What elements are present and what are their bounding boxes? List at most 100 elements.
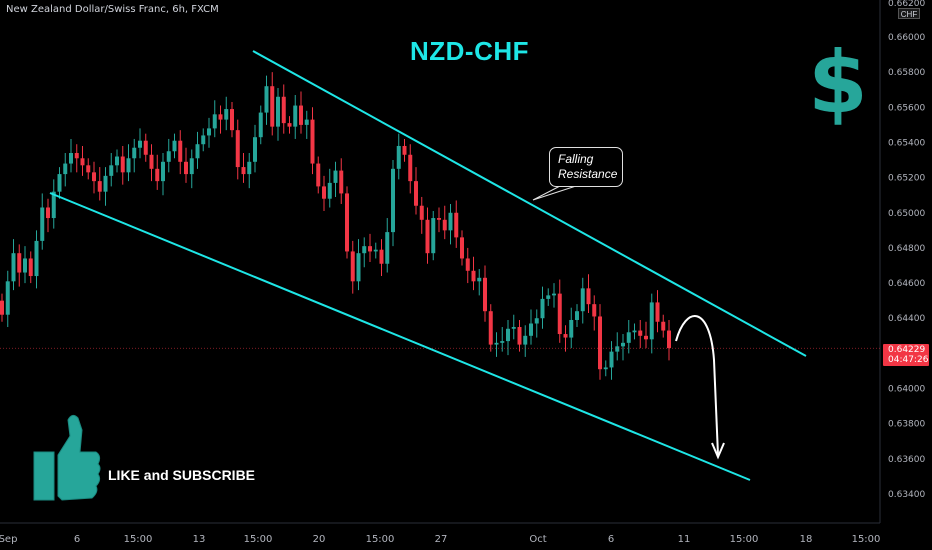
candle-body — [523, 335, 528, 345]
projection-arrowhead — [711, 442, 725, 460]
candle-body — [69, 153, 73, 164]
upper-channel-line — [252, 50, 807, 357]
candle-body — [103, 175, 108, 192]
candle-body — [385, 232, 390, 264]
candle-body — [92, 172, 96, 182]
candle-body — [109, 165, 114, 176]
candle-body — [212, 114, 217, 129]
candle-body — [621, 342, 625, 347]
candle-body — [304, 119, 309, 125]
candle-body — [626, 332, 631, 343]
currency-badge[interactable]: CHF — [898, 8, 920, 19]
x-tick-label: 13 — [193, 534, 206, 545]
candle-body — [494, 342, 499, 345]
candle-body — [649, 302, 654, 340]
candle-body — [195, 144, 200, 159]
candle-body — [356, 253, 361, 282]
candle-body — [534, 318, 539, 324]
candle-body — [667, 330, 671, 349]
callout-pointer — [532, 185, 577, 201]
candle-body — [379, 249, 384, 264]
y-tick-label: 0.64600 — [888, 279, 925, 289]
candle-body — [488, 311, 493, 345]
x-tick-label: 11 — [678, 534, 691, 545]
candle-body — [540, 298, 545, 319]
candle-body — [218, 114, 223, 120]
thumbs-up-icon — [33, 414, 101, 501]
candle-body — [339, 170, 344, 194]
y-tick-label: 0.65400 — [888, 138, 925, 148]
candle-body — [287, 123, 292, 127]
candle-body — [230, 109, 234, 131]
candle-body — [615, 346, 620, 352]
candle-body — [51, 191, 56, 219]
candle-body — [97, 181, 102, 192]
candle-body — [34, 240, 39, 277]
x-tick-label: 6 — [608, 534, 614, 545]
candle-body — [270, 86, 275, 127]
candle-body — [546, 295, 551, 299]
candle-body — [644, 335, 648, 340]
candle-body — [23, 258, 27, 273]
y-tick-label: 0.64400 — [888, 314, 925, 324]
candle-body — [454, 212, 459, 238]
candle-body — [201, 135, 206, 145]
candle-body — [299, 105, 303, 125]
candle-body — [483, 277, 487, 312]
candle-body — [661, 321, 666, 331]
candle-body — [575, 311, 579, 320]
x-tick-label: 15:00 — [366, 534, 395, 545]
candle-body — [172, 140, 177, 152]
candle-body — [63, 163, 68, 175]
candle-body — [592, 304, 597, 317]
y-tick-label-partial: 0.66200 — [888, 0, 925, 9]
candle-body — [431, 218, 436, 254]
x-tick-label: Oct — [529, 534, 546, 545]
candle-body — [373, 249, 378, 252]
callout-line-1: Falling — [558, 152, 594, 166]
candle-body — [609, 351, 614, 368]
candle-body — [155, 168, 160, 182]
candle-body — [414, 181, 418, 206]
candle-body — [419, 205, 424, 220]
candle-body — [465, 258, 470, 271]
candle-body — [74, 153, 79, 159]
x-tick-label: 6 — [74, 534, 80, 545]
x-tick-label: 18 — [800, 534, 813, 545]
candle-body — [442, 219, 447, 231]
candle-body — [276, 96, 280, 127]
candle-body — [115, 156, 119, 166]
y-tick-label: 0.65600 — [888, 103, 925, 113]
candle-body — [0, 300, 4, 315]
candle-body — [46, 207, 50, 219]
candle-body — [529, 323, 533, 336]
candle-body — [345, 193, 349, 252]
candle-body — [166, 151, 171, 162]
falling-resistance-callout: Falling Resistance — [549, 147, 623, 187]
candle-body — [563, 334, 568, 338]
candle-body — [350, 251, 355, 282]
x-tick-label: 20 — [313, 534, 326, 545]
candle-body — [655, 302, 660, 322]
y-tick-label: 0.63800 — [888, 420, 925, 430]
x-tick-label: 15:00 — [124, 534, 153, 545]
y-tick-label: 0.63600 — [888, 455, 925, 465]
dollar-sign-icon: $ — [808, 33, 868, 133]
y-tick-label: 0.64000 — [888, 385, 925, 395]
candle-body — [253, 137, 257, 162]
candle-body — [368, 246, 372, 252]
candle-body — [511, 327, 516, 329]
candle-body — [391, 168, 395, 233]
candle-body — [557, 293, 562, 335]
candle-body — [86, 165, 91, 173]
candle-body — [500, 341, 505, 343]
candle-body — [80, 158, 85, 166]
candle-body — [448, 212, 453, 231]
candle-body — [258, 112, 263, 138]
candle-body — [149, 154, 154, 169]
x-tick-label: 15:00 — [244, 534, 273, 545]
subscribe-text: LIKE and SUBSCRIBE — [108, 467, 256, 483]
y-tick-label: 0.65800 — [888, 68, 925, 78]
candle-body — [28, 258, 33, 277]
